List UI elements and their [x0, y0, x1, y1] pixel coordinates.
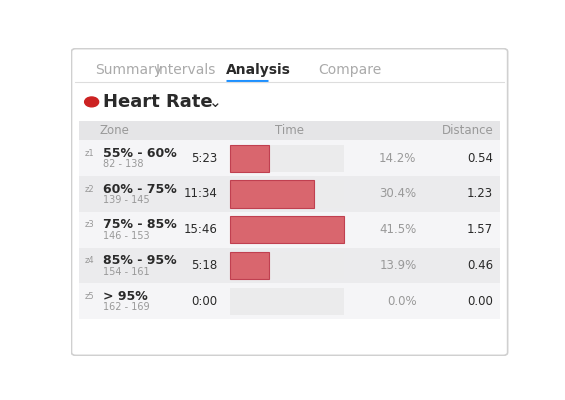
FancyBboxPatch shape: [79, 140, 499, 176]
Text: 82 - 138: 82 - 138: [103, 160, 144, 170]
Text: 0.0%: 0.0%: [387, 295, 416, 308]
Text: 14.2%: 14.2%: [379, 152, 416, 165]
Text: 154 - 161: 154 - 161: [103, 267, 150, 277]
Text: 1.57: 1.57: [467, 223, 493, 236]
Text: 5:18: 5:18: [191, 259, 218, 272]
Text: Analysis: Analysis: [226, 63, 291, 77]
Text: 85% - 95%: 85% - 95%: [103, 254, 177, 267]
Text: 0.46: 0.46: [467, 259, 493, 272]
FancyBboxPatch shape: [231, 216, 344, 243]
Text: 15:46: 15:46: [184, 223, 218, 236]
FancyBboxPatch shape: [231, 252, 268, 279]
Text: 55% - 60%: 55% - 60%: [103, 147, 177, 160]
FancyBboxPatch shape: [72, 49, 507, 355]
Text: Compare: Compare: [318, 63, 381, 77]
Text: Summary: Summary: [95, 63, 162, 77]
FancyBboxPatch shape: [231, 180, 314, 208]
FancyBboxPatch shape: [79, 248, 499, 283]
Text: 11:34: 11:34: [184, 188, 218, 200]
FancyBboxPatch shape: [79, 283, 499, 319]
FancyBboxPatch shape: [231, 216, 344, 243]
Text: 0:00: 0:00: [191, 295, 218, 308]
Circle shape: [85, 97, 99, 107]
Text: ⌄: ⌄: [208, 95, 221, 110]
Text: 30.4%: 30.4%: [380, 188, 416, 200]
Text: 139 - 145: 139 - 145: [103, 195, 150, 205]
Text: 0.00: 0.00: [467, 295, 493, 308]
Text: Distance: Distance: [441, 124, 493, 137]
Text: 5:23: 5:23: [191, 152, 218, 165]
Text: Time: Time: [275, 124, 304, 137]
FancyBboxPatch shape: [231, 252, 344, 279]
Text: 0.54: 0.54: [467, 152, 493, 165]
Text: Intervals: Intervals: [156, 63, 216, 77]
FancyBboxPatch shape: [79, 212, 499, 248]
Text: 13.9%: 13.9%: [379, 259, 416, 272]
Text: 146 - 153: 146 - 153: [103, 231, 150, 241]
FancyBboxPatch shape: [79, 121, 499, 140]
Text: 162 - 169: 162 - 169: [103, 302, 150, 312]
FancyBboxPatch shape: [231, 180, 344, 208]
Text: 1.23: 1.23: [467, 188, 493, 200]
FancyBboxPatch shape: [231, 145, 344, 172]
Text: z5: z5: [85, 292, 94, 301]
Text: z1: z1: [85, 149, 94, 158]
Text: > 95%: > 95%: [103, 290, 148, 303]
Text: Heart Rate: Heart Rate: [103, 93, 213, 111]
FancyBboxPatch shape: [231, 288, 344, 315]
FancyBboxPatch shape: [79, 176, 499, 212]
Text: 41.5%: 41.5%: [379, 223, 416, 236]
Text: Zone: Zone: [99, 124, 129, 137]
Text: 75% - 85%: 75% - 85%: [103, 218, 177, 231]
Text: z3: z3: [85, 220, 94, 229]
Text: 60% - 75%: 60% - 75%: [103, 182, 177, 196]
Text: z4: z4: [85, 256, 94, 265]
FancyBboxPatch shape: [231, 145, 270, 172]
Text: z2: z2: [85, 184, 94, 194]
